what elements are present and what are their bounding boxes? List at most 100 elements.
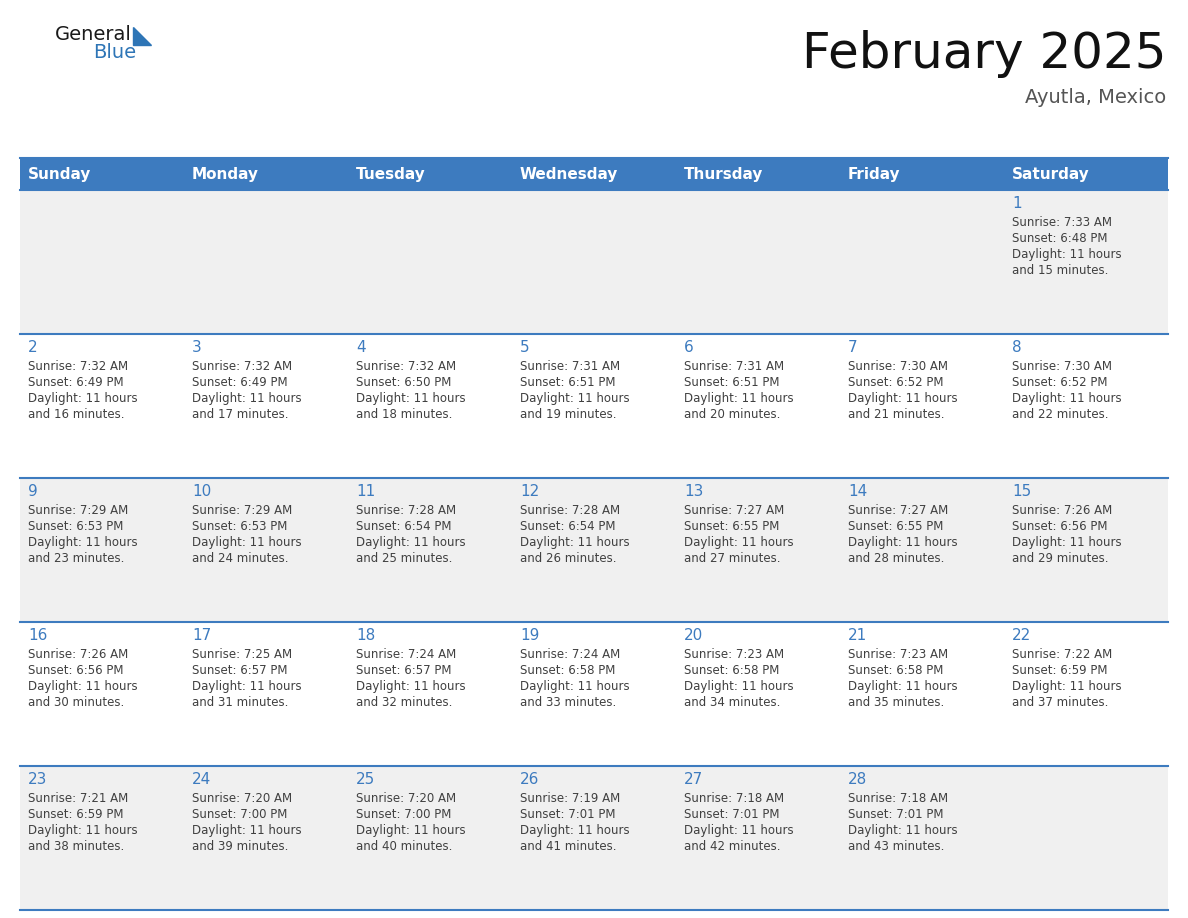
- Text: Sunrise: 7:21 AM: Sunrise: 7:21 AM: [29, 792, 128, 805]
- Text: 8: 8: [1012, 340, 1022, 355]
- Text: Daylight: 11 hours: Daylight: 11 hours: [684, 824, 794, 837]
- Text: 11: 11: [356, 484, 375, 499]
- Text: Daylight: 11 hours: Daylight: 11 hours: [848, 824, 958, 837]
- Text: Daylight: 11 hours: Daylight: 11 hours: [684, 536, 794, 549]
- Bar: [184, 766, 348, 910]
- Text: and 41 minutes.: and 41 minutes.: [520, 840, 617, 853]
- Text: Sunset: 6:59 PM: Sunset: 6:59 PM: [1012, 664, 1107, 677]
- Text: Sunrise: 7:32 AM: Sunrise: 7:32 AM: [356, 360, 456, 373]
- Text: Sunrise: 7:27 AM: Sunrise: 7:27 AM: [848, 504, 948, 517]
- Text: 24: 24: [192, 772, 211, 787]
- Text: Sunrise: 7:18 AM: Sunrise: 7:18 AM: [848, 792, 948, 805]
- Bar: [20, 190, 184, 334]
- Text: Sunrise: 7:24 AM: Sunrise: 7:24 AM: [520, 648, 620, 661]
- Text: Blue: Blue: [93, 43, 137, 62]
- Text: 21: 21: [848, 628, 867, 643]
- Text: and 24 minutes.: and 24 minutes.: [192, 552, 289, 565]
- Text: and 42 minutes.: and 42 minutes.: [684, 840, 781, 853]
- Text: Daylight: 11 hours: Daylight: 11 hours: [192, 536, 302, 549]
- Bar: [348, 334, 512, 478]
- Text: and 29 minutes.: and 29 minutes.: [1012, 552, 1108, 565]
- Text: 1: 1: [1012, 196, 1022, 211]
- Bar: [184, 478, 348, 622]
- Text: 12: 12: [520, 484, 539, 499]
- Text: 23: 23: [29, 772, 48, 787]
- Text: Sunrise: 7:25 AM: Sunrise: 7:25 AM: [192, 648, 292, 661]
- Text: Daylight: 11 hours: Daylight: 11 hours: [356, 536, 466, 549]
- Text: 4: 4: [356, 340, 366, 355]
- Text: Sunset: 6:52 PM: Sunset: 6:52 PM: [1012, 376, 1107, 389]
- Text: Daylight: 11 hours: Daylight: 11 hours: [520, 680, 630, 693]
- Text: Sunrise: 7:26 AM: Sunrise: 7:26 AM: [1012, 504, 1112, 517]
- Text: 5: 5: [520, 340, 530, 355]
- Text: Sunrise: 7:33 AM: Sunrise: 7:33 AM: [1012, 216, 1112, 229]
- Text: 20: 20: [684, 628, 703, 643]
- Bar: [840, 334, 1004, 478]
- Text: Sunset: 6:58 PM: Sunset: 6:58 PM: [520, 664, 615, 677]
- Text: 17: 17: [192, 628, 211, 643]
- Text: Monday: Monday: [192, 166, 259, 182]
- Text: 26: 26: [520, 772, 539, 787]
- Bar: [184, 622, 348, 766]
- Bar: [840, 622, 1004, 766]
- Text: Sunrise: 7:32 AM: Sunrise: 7:32 AM: [192, 360, 292, 373]
- Text: and 18 minutes.: and 18 minutes.: [356, 408, 453, 421]
- Text: Daylight: 11 hours: Daylight: 11 hours: [192, 680, 302, 693]
- Text: and 28 minutes.: and 28 minutes.: [848, 552, 944, 565]
- Text: Sunset: 6:51 PM: Sunset: 6:51 PM: [520, 376, 615, 389]
- Text: General: General: [55, 25, 132, 44]
- Text: Daylight: 11 hours: Daylight: 11 hours: [520, 536, 630, 549]
- Bar: [512, 190, 676, 334]
- Text: Daylight: 11 hours: Daylight: 11 hours: [1012, 536, 1121, 549]
- Text: Saturday: Saturday: [1012, 166, 1089, 182]
- Text: and 25 minutes.: and 25 minutes.: [356, 552, 453, 565]
- Text: Daylight: 11 hours: Daylight: 11 hours: [192, 392, 302, 405]
- Text: Daylight: 11 hours: Daylight: 11 hours: [356, 392, 466, 405]
- Text: Sunset: 6:53 PM: Sunset: 6:53 PM: [29, 520, 124, 533]
- Bar: [512, 158, 676, 190]
- Text: and 15 minutes.: and 15 minutes.: [1012, 264, 1108, 277]
- Text: 27: 27: [684, 772, 703, 787]
- Text: Friday: Friday: [848, 166, 901, 182]
- Text: Sunrise: 7:32 AM: Sunrise: 7:32 AM: [29, 360, 128, 373]
- Bar: [348, 158, 512, 190]
- Text: and 27 minutes.: and 27 minutes.: [684, 552, 781, 565]
- Text: Sunrise: 7:29 AM: Sunrise: 7:29 AM: [29, 504, 128, 517]
- Text: Sunset: 6:55 PM: Sunset: 6:55 PM: [848, 520, 943, 533]
- Text: Daylight: 11 hours: Daylight: 11 hours: [356, 680, 466, 693]
- Text: Daylight: 11 hours: Daylight: 11 hours: [848, 536, 958, 549]
- Text: and 40 minutes.: and 40 minutes.: [356, 840, 453, 853]
- Bar: [1004, 158, 1168, 190]
- Text: 2: 2: [29, 340, 38, 355]
- Bar: [184, 158, 348, 190]
- Bar: [20, 158, 184, 190]
- Text: Sunset: 7:01 PM: Sunset: 7:01 PM: [684, 808, 779, 821]
- Text: 15: 15: [1012, 484, 1031, 499]
- Bar: [512, 766, 676, 910]
- Polygon shape: [133, 27, 151, 45]
- Text: Sunset: 6:57 PM: Sunset: 6:57 PM: [356, 664, 451, 677]
- Bar: [20, 622, 184, 766]
- Text: Sunrise: 7:19 AM: Sunrise: 7:19 AM: [520, 792, 620, 805]
- Bar: [348, 478, 512, 622]
- Text: and 26 minutes.: and 26 minutes.: [520, 552, 617, 565]
- Text: February 2025: February 2025: [802, 30, 1165, 78]
- Bar: [20, 334, 184, 478]
- Text: Daylight: 11 hours: Daylight: 11 hours: [1012, 680, 1121, 693]
- Text: Daylight: 11 hours: Daylight: 11 hours: [29, 824, 138, 837]
- Text: and 16 minutes.: and 16 minutes.: [29, 408, 125, 421]
- Bar: [676, 478, 840, 622]
- Bar: [840, 766, 1004, 910]
- Text: Sunset: 6:53 PM: Sunset: 6:53 PM: [192, 520, 287, 533]
- Text: Daylight: 11 hours: Daylight: 11 hours: [520, 824, 630, 837]
- Bar: [676, 190, 840, 334]
- Text: Sunset: 7:00 PM: Sunset: 7:00 PM: [192, 808, 287, 821]
- Bar: [840, 478, 1004, 622]
- Bar: [348, 190, 512, 334]
- Bar: [840, 158, 1004, 190]
- Bar: [676, 334, 840, 478]
- Text: Sunrise: 7:30 AM: Sunrise: 7:30 AM: [848, 360, 948, 373]
- Text: Sunrise: 7:26 AM: Sunrise: 7:26 AM: [29, 648, 128, 661]
- Bar: [348, 766, 512, 910]
- Text: Daylight: 11 hours: Daylight: 11 hours: [848, 680, 958, 693]
